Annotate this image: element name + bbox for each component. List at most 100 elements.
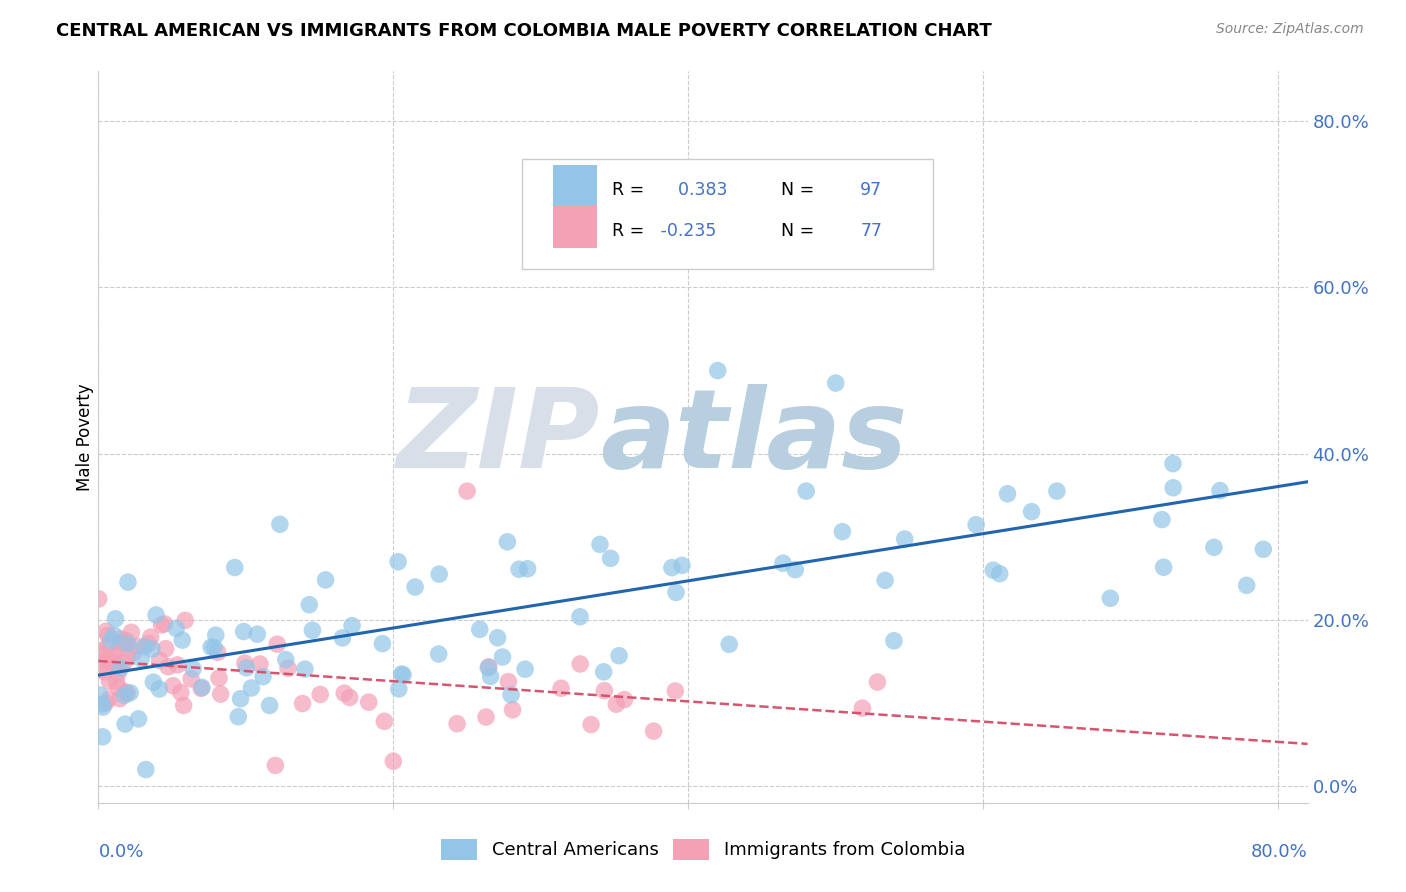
Point bbox=[965, 517, 987, 532]
Point bbox=[110, 635, 132, 649]
Text: N =: N = bbox=[769, 222, 820, 240]
Point bbox=[607, 648, 630, 663]
Point bbox=[112, 689, 135, 703]
Point bbox=[456, 484, 478, 499]
Point bbox=[373, 714, 395, 729]
Point bbox=[89, 663, 111, 677]
Point bbox=[427, 567, 450, 582]
Text: Source: ZipAtlas.com: Source: ZipAtlas.com bbox=[1216, 22, 1364, 37]
Text: 77: 77 bbox=[860, 222, 882, 240]
Point bbox=[498, 674, 520, 689]
Point bbox=[173, 698, 195, 713]
Point bbox=[103, 657, 125, 671]
Point bbox=[129, 651, 152, 665]
Point bbox=[112, 656, 135, 670]
Point bbox=[491, 650, 513, 665]
Point bbox=[107, 681, 129, 695]
Point bbox=[508, 562, 530, 576]
Point bbox=[371, 637, 394, 651]
Point bbox=[94, 624, 117, 639]
Point bbox=[89, 688, 111, 702]
Point bbox=[1046, 484, 1069, 499]
Point bbox=[333, 686, 356, 700]
Point bbox=[91, 697, 114, 711]
Point bbox=[162, 679, 184, 693]
Point bbox=[718, 637, 741, 651]
Point bbox=[404, 580, 426, 594]
Point bbox=[114, 717, 136, 731]
Point bbox=[569, 609, 592, 624]
Point bbox=[207, 645, 229, 659]
Point bbox=[115, 649, 138, 664]
Point bbox=[357, 695, 380, 709]
Point bbox=[122, 646, 145, 660]
Point bbox=[391, 667, 413, 681]
Point bbox=[91, 700, 114, 714]
Point bbox=[249, 657, 271, 671]
Text: -0.235: -0.235 bbox=[655, 222, 716, 240]
Point bbox=[883, 633, 905, 648]
Point bbox=[277, 661, 299, 675]
Legend: Central Americans, Immigrants from Colombia: Central Americans, Immigrants from Colom… bbox=[434, 831, 972, 867]
Point bbox=[446, 716, 468, 731]
Point bbox=[893, 532, 915, 546]
Point bbox=[89, 644, 111, 658]
Point bbox=[706, 363, 728, 377]
Point bbox=[105, 659, 128, 673]
Point bbox=[382, 754, 405, 768]
Point bbox=[153, 616, 176, 631]
Point bbox=[91, 730, 114, 744]
Point bbox=[145, 607, 167, 622]
Point bbox=[579, 717, 602, 731]
Point bbox=[550, 681, 572, 696]
Point bbox=[875, 574, 897, 588]
Text: ZIP: ZIP bbox=[396, 384, 600, 491]
Point bbox=[127, 640, 149, 654]
Point bbox=[233, 656, 256, 670]
Point bbox=[114, 685, 136, 699]
Point bbox=[898, 239, 921, 253]
FancyBboxPatch shape bbox=[522, 159, 932, 268]
Point bbox=[107, 666, 129, 681]
Point bbox=[513, 662, 536, 676]
Point bbox=[229, 691, 252, 706]
Point bbox=[475, 710, 498, 724]
Point bbox=[988, 566, 1011, 581]
Point bbox=[851, 701, 873, 715]
Point bbox=[157, 659, 180, 673]
Point bbox=[108, 691, 131, 706]
Point bbox=[172, 633, 194, 648]
Point bbox=[605, 697, 627, 711]
Point bbox=[1150, 512, 1173, 526]
Text: 0.0%: 0.0% bbox=[98, 843, 143, 861]
Point bbox=[589, 537, 612, 551]
Point bbox=[388, 681, 411, 696]
Point bbox=[1099, 591, 1122, 606]
Point bbox=[150, 618, 173, 632]
Point bbox=[665, 585, 688, 599]
Point bbox=[671, 558, 693, 573]
Point bbox=[259, 698, 281, 713]
Point bbox=[486, 631, 509, 645]
Point bbox=[208, 671, 231, 685]
Point bbox=[478, 660, 501, 674]
Point bbox=[115, 686, 138, 700]
Point bbox=[120, 686, 142, 700]
Point bbox=[291, 697, 314, 711]
Point bbox=[97, 692, 120, 706]
Point bbox=[332, 631, 354, 645]
Point bbox=[110, 632, 132, 646]
Point bbox=[831, 524, 853, 539]
Point bbox=[1153, 560, 1175, 574]
Point bbox=[266, 637, 288, 651]
Point bbox=[824, 376, 846, 390]
Point bbox=[664, 684, 686, 698]
Point bbox=[155, 641, 177, 656]
Point bbox=[516, 562, 538, 576]
Point bbox=[785, 563, 807, 577]
FancyBboxPatch shape bbox=[553, 205, 596, 248]
Point bbox=[181, 662, 204, 676]
Point bbox=[174, 613, 197, 627]
Point bbox=[101, 656, 124, 670]
Point bbox=[427, 647, 450, 661]
